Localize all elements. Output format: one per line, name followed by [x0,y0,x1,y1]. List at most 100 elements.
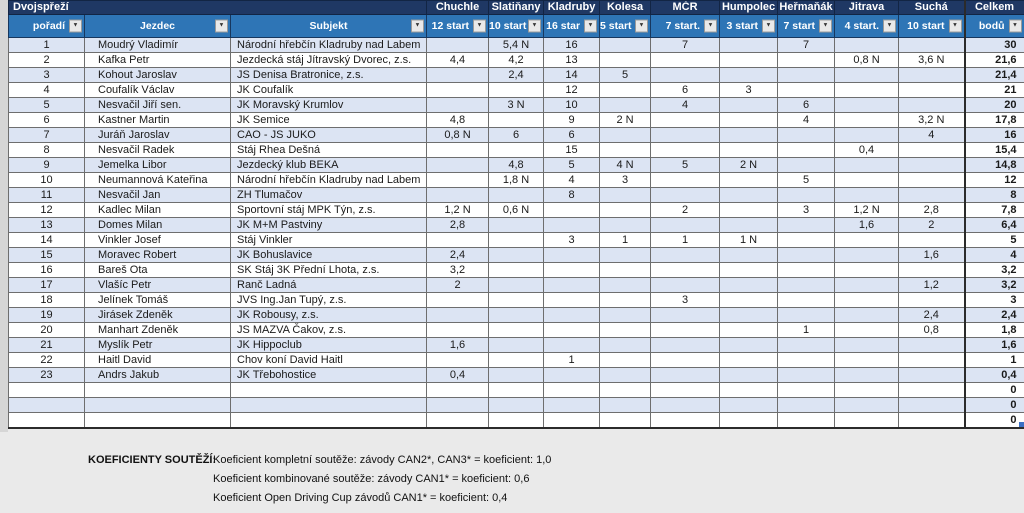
event-points-cell[interactable] [543,277,601,293]
event-points-cell[interactable] [650,397,721,413]
event-points-cell[interactable]: 5 [543,157,601,173]
event-points-cell[interactable]: 6 [488,127,545,143]
event-points-cell[interactable] [898,352,966,368]
event-points-cell[interactable] [898,382,966,398]
event-points-cell[interactable] [719,292,779,308]
event-points-cell[interactable] [834,157,900,173]
rider-cell[interactable]: Jemelka Libor [84,157,231,173]
event-points-cell[interactable] [599,292,652,308]
event-points-cell[interactable] [777,157,836,173]
total-points-cell[interactable]: 30 [963,37,1024,53]
event-points-cell[interactable] [777,367,836,383]
total-points-cell[interactable]: 15,4 [963,142,1024,158]
event-points-cell[interactable]: 1 [777,322,836,338]
subject-cell[interactable]: JK Moravský Krumlov [229,97,428,113]
event-points-cell[interactable] [777,397,836,413]
subject-cell[interactable] [229,412,428,429]
total-points-cell[interactable]: 1,6 [963,337,1024,353]
rank-cell[interactable]: 16 [8,262,85,278]
event-points-cell[interactable]: 5,4 N [488,37,545,53]
event-points-cell[interactable]: 1,2 N [834,202,900,218]
rank-cell[interactable] [8,397,85,413]
event-points-cell[interactable] [426,172,490,188]
rider-cell[interactable]: Juráň Jaroslav [84,127,231,143]
event-points-cell[interactable] [543,382,601,398]
event-points-cell[interactable]: 2 [426,277,490,293]
event-points-cell[interactable] [777,382,836,398]
event-points-cell[interactable] [834,247,900,263]
event-points-cell[interactable]: 3 N [488,97,545,113]
event-points-cell[interactable] [488,247,545,263]
event-points-cell[interactable] [488,352,545,368]
event-points-cell[interactable] [543,322,601,338]
event-points-cell[interactable] [777,247,836,263]
event-points-cell[interactable] [543,202,601,218]
event-points-cell[interactable]: 2,4 [488,67,545,83]
event-points-cell[interactable] [777,262,836,278]
filter-dropdown-icon[interactable]: ▼ [635,19,649,33]
total-points-cell[interactable]: 16 [963,127,1024,143]
event-points-cell[interactable]: 3 [650,292,721,308]
event-points-cell[interactable] [599,202,652,218]
event-points-cell[interactable] [898,412,966,429]
event-points-cell[interactable] [543,337,601,353]
rank-cell[interactable]: 11 [8,187,85,203]
event-points-cell[interactable] [719,127,779,143]
event-points-cell[interactable]: 0,4 [426,367,490,383]
rider-cell[interactable] [84,382,231,398]
event-points-cell[interactable]: 1 [650,232,721,248]
event-points-cell[interactable] [426,187,490,203]
event-points-cell[interactable] [719,97,779,113]
event-points-cell[interactable] [898,367,966,383]
event-points-cell[interactable]: 13 [543,52,601,68]
event-points-cell[interactable] [426,307,490,323]
rank-cell[interactable]: 17 [8,277,85,293]
rider-cell[interactable]: Myslík Petr [84,337,231,353]
event-points-cell[interactable] [777,142,836,158]
event-points-cell[interactable]: 6 [650,82,721,98]
event-points-cell[interactable] [650,277,721,293]
total-points-cell[interactable]: 0 [963,412,1024,429]
event-points-cell[interactable]: 0,4 [834,142,900,158]
event-points-cell[interactable] [719,52,779,68]
total-points-cell[interactable]: 17,8 [963,112,1024,128]
event-points-cell[interactable] [426,142,490,158]
event-points-cell[interactable] [834,397,900,413]
event-points-cell[interactable]: 3,2 N [898,112,966,128]
rider-cell[interactable]: Neumannová Kateřina [84,172,231,188]
event-points-cell[interactable] [599,247,652,263]
event-points-cell[interactable]: 1,2 [898,277,966,293]
event-points-cell[interactable] [599,412,652,429]
subject-cell[interactable]: Jezdecký klub BEKA [229,157,428,173]
total-points-cell[interactable]: 21,6 [963,52,1024,68]
subject-cell[interactable]: JK Bohuslavice [229,247,428,263]
total-points-cell[interactable]: 12 [963,172,1024,188]
subject-cell[interactable]: JK Třebohostice [229,367,428,383]
event-points-cell[interactable] [426,412,490,429]
event-points-cell[interactable] [650,127,721,143]
event-points-cell[interactable]: 10 [543,97,601,113]
event-points-cell[interactable] [599,97,652,113]
event-points-cell[interactable] [488,307,545,323]
event-points-cell[interactable] [719,37,779,53]
event-points-cell[interactable] [426,37,490,53]
event-points-cell[interactable]: 2 [650,202,721,218]
event-points-cell[interactable]: 0,8 [898,322,966,338]
subject-cell[interactable]: CAO - JS JUKO [229,127,428,143]
rank-cell[interactable]: 13 [8,217,85,233]
event-points-cell[interactable]: 14 [543,67,601,83]
event-points-cell[interactable] [898,187,966,203]
rider-cell[interactable]: Bareš Ota [84,262,231,278]
event-points-cell[interactable]: 3,2 [426,262,490,278]
event-points-cell[interactable] [834,232,900,248]
filter-dropdown-icon[interactable]: ▼ [69,19,82,33]
event-points-cell[interactable] [719,142,779,158]
event-points-cell[interactable]: 0,6 N [488,202,545,218]
event-points-cell[interactable] [650,67,721,83]
rank-cell[interactable]: 18 [8,292,85,308]
event-points-cell[interactable] [719,202,779,218]
event-points-cell[interactable] [650,412,721,429]
event-points-cell[interactable] [488,82,545,98]
event-points-cell[interactable] [599,37,652,53]
rank-cell[interactable]: 14 [8,232,85,248]
